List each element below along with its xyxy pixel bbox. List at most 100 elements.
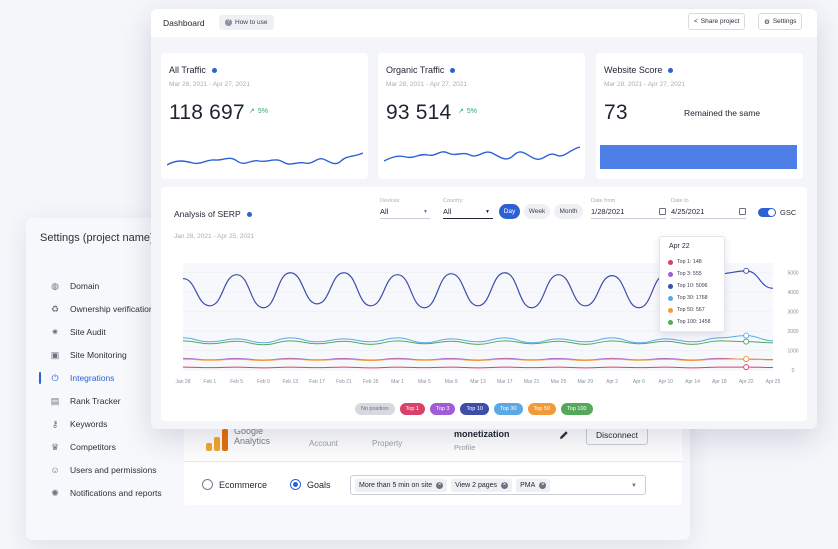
ecommerce-option[interactable]: Ecommerce: [202, 479, 267, 490]
sidebar-item-ownership-verification[interactable]: ♻ Ownership verification: [40, 297, 190, 320]
tooltip-row: Top 10: 5096: [668, 283, 708, 289]
sidebar-item-label: Users and permissions: [70, 464, 157, 475]
x-tick-label: Mar 1: [391, 379, 404, 385]
x-tick-label: Apr 6: [633, 379, 645, 385]
chevron-down-icon[interactable]: ▼: [631, 483, 637, 489]
legend-chip-top-100[interactable]: Top 100: [561, 403, 593, 415]
country-label: Country:: [443, 198, 464, 204]
sidebar-item-label: Rank Tracker: [70, 395, 121, 406]
x-tick-label: Feb 17: [309, 379, 325, 385]
profile-label: Profile: [454, 443, 476, 452]
y-tick-label: 4000: [787, 290, 798, 296]
goals-radio[interactable]: [290, 479, 301, 490]
sidebar-item-site-monitoring[interactable]: ▣ Site Monitoring: [40, 343, 190, 366]
remove-chip-icon[interactable]: ×: [436, 481, 444, 489]
info-dot-icon[interactable]: [246, 211, 252, 217]
legend-chip-no-position[interactable]: No position: [355, 403, 395, 415]
x-tick-label: Mar 17: [497, 379, 513, 385]
period-month-button[interactable]: Month: [554, 204, 583, 219]
sidebar-item-users-and-permissions[interactable]: ☺ Users and permissions: [40, 458, 190, 481]
tooltip-row: Top 30: 1768: [668, 295, 708, 301]
tooltip-row-label: Top 50: 567: [677, 307, 705, 313]
y-tick-label: 3000: [787, 310, 798, 316]
calendar-icon[interactable]: [739, 208, 746, 215]
info-dot-icon[interactable]: [211, 67, 217, 73]
date-from-input[interactable]: 1/28/2021: [591, 207, 625, 216]
hover-point: [743, 332, 750, 339]
sidebar-item-label: Notifications and reports: [70, 487, 162, 498]
x-tick-label: Feb 13: [282, 379, 298, 385]
tooltip-row-label: Top 30: 1768: [677, 295, 708, 301]
kpi-date: Mar 28, 2021 - Apr 27, 2021: [169, 81, 250, 88]
period-day-button[interactable]: Day: [499, 204, 520, 219]
share-icon: <: [694, 18, 698, 25]
goal-chip: PMA ×: [516, 478, 551, 492]
serp-title: Analysis of SERP: [174, 209, 252, 219]
legend-chip-top-30[interactable]: Top 30: [493, 403, 523, 415]
gsc-toggle[interactable]: [758, 208, 776, 217]
ecommerce-radio[interactable]: [202, 479, 213, 490]
settings-button[interactable]: ⚙ Settings: [758, 13, 803, 30]
legend-chip-top-50[interactable]: Top 50: [527, 403, 557, 415]
x-tick-label: Feb 25: [363, 379, 379, 385]
gear-icon: ⚙: [764, 18, 770, 26]
kpi-card-organic-traffic: Organic Traffic Mar 28, 2021 - Apr 27, 2…: [378, 53, 585, 179]
legend-chip-top-10[interactable]: Top 10: [460, 403, 489, 415]
country-select[interactable]: All: [443, 207, 452, 216]
info-dot-icon[interactable]: [668, 67, 674, 73]
edit-pencil-icon[interactable]: [558, 429, 570, 441]
google-analytics-logo-icon: [206, 429, 228, 451]
devices-select[interactable]: All: [380, 207, 389, 216]
goals-label: Goals: [307, 479, 331, 490]
share-project-button[interactable]: < Share project: [688, 13, 746, 30]
remove-chip-icon[interactable]: ×: [539, 481, 547, 489]
sidebar-item-keywords[interactable]: ⚷ Keywords: [40, 412, 190, 435]
globe-icon: ◍: [51, 280, 59, 291]
sidebar-item-integrations[interactable]: ⏻ Integrations: [39, 366, 190, 389]
x-tick-label: Mar 13: [470, 379, 486, 385]
settings-title: Settings (project name): [40, 232, 154, 244]
kpi-sparkline: [167, 152, 363, 166]
chevron-down-icon[interactable]: ▼: [423, 209, 428, 215]
date-to-underline: [671, 218, 746, 219]
gsc-label: GSC: [780, 208, 797, 217]
legend-chip-top-1[interactable]: Top 1: [399, 403, 425, 415]
series-swatch: [668, 319, 673, 325]
x-tick-label: Apr 22: [739, 379, 754, 385]
how-to-use-button[interactable]: ? How to use: [219, 15, 274, 30]
kpi-date: Mar 28, 2021 - Apr 27, 2021: [604, 81, 685, 88]
kpi-value: 93 514: [386, 101, 452, 124]
remove-chip-icon[interactable]: ×: [501, 481, 509, 489]
bug-icon: ✷: [51, 326, 59, 337]
x-tick-label: Apr 10: [658, 379, 673, 385]
goals-option[interactable]: Goals: [290, 479, 331, 490]
sidebar-item-site-audit[interactable]: ✷ Site Audit: [40, 320, 190, 343]
series-swatch: [668, 259, 673, 265]
series-line-top-1: [182, 366, 774, 369]
x-tick-label: Apr 2: [606, 379, 618, 385]
sidebar-item-label: Site Audit: [70, 326, 106, 337]
key-icon: ⚷: [51, 418, 59, 429]
kpi-value: 118 697: [169, 101, 245, 124]
legend-chip-top-3[interactable]: Top 3: [430, 403, 456, 415]
kpi-change: ↗ 5%: [249, 107, 268, 116]
goals-multiselect[interactable]: More than 5 min on site × View 2 pages × P…: [350, 475, 646, 495]
dashboard-title: Dashboard: [163, 18, 205, 28]
x-tick-label: Mar 25: [551, 379, 567, 385]
chevron-down-icon[interactable]: ▼: [485, 209, 490, 215]
ecommerce-label: Ecommerce: [219, 479, 268, 490]
period-week-button[interactable]: Week: [524, 204, 550, 219]
date-to-input[interactable]: 4/25/2021: [671, 207, 705, 216]
calendar-icon[interactable]: [659, 208, 666, 215]
share-label: Share project: [700, 18, 740, 25]
property-label: Property: [372, 439, 403, 448]
sidebar-item-domain[interactable]: ◍ Domain: [40, 274, 190, 297]
sidebar-item-label: Keywords: [70, 418, 108, 429]
info-dot-icon[interactable]: [450, 67, 456, 73]
sidebar-item-notifications-and-reports[interactable]: ✺ Notifications and reports: [40, 481, 190, 504]
x-tick-label: Feb 1: [203, 379, 216, 385]
country-underline: [443, 218, 493, 219]
sidebar-item-competitors[interactable]: ♛ Competitors: [40, 435, 190, 458]
hover-point: [743, 356, 750, 362]
sidebar-item-rank-tracker[interactable]: ▤ Rank Tracker: [40, 389, 190, 412]
